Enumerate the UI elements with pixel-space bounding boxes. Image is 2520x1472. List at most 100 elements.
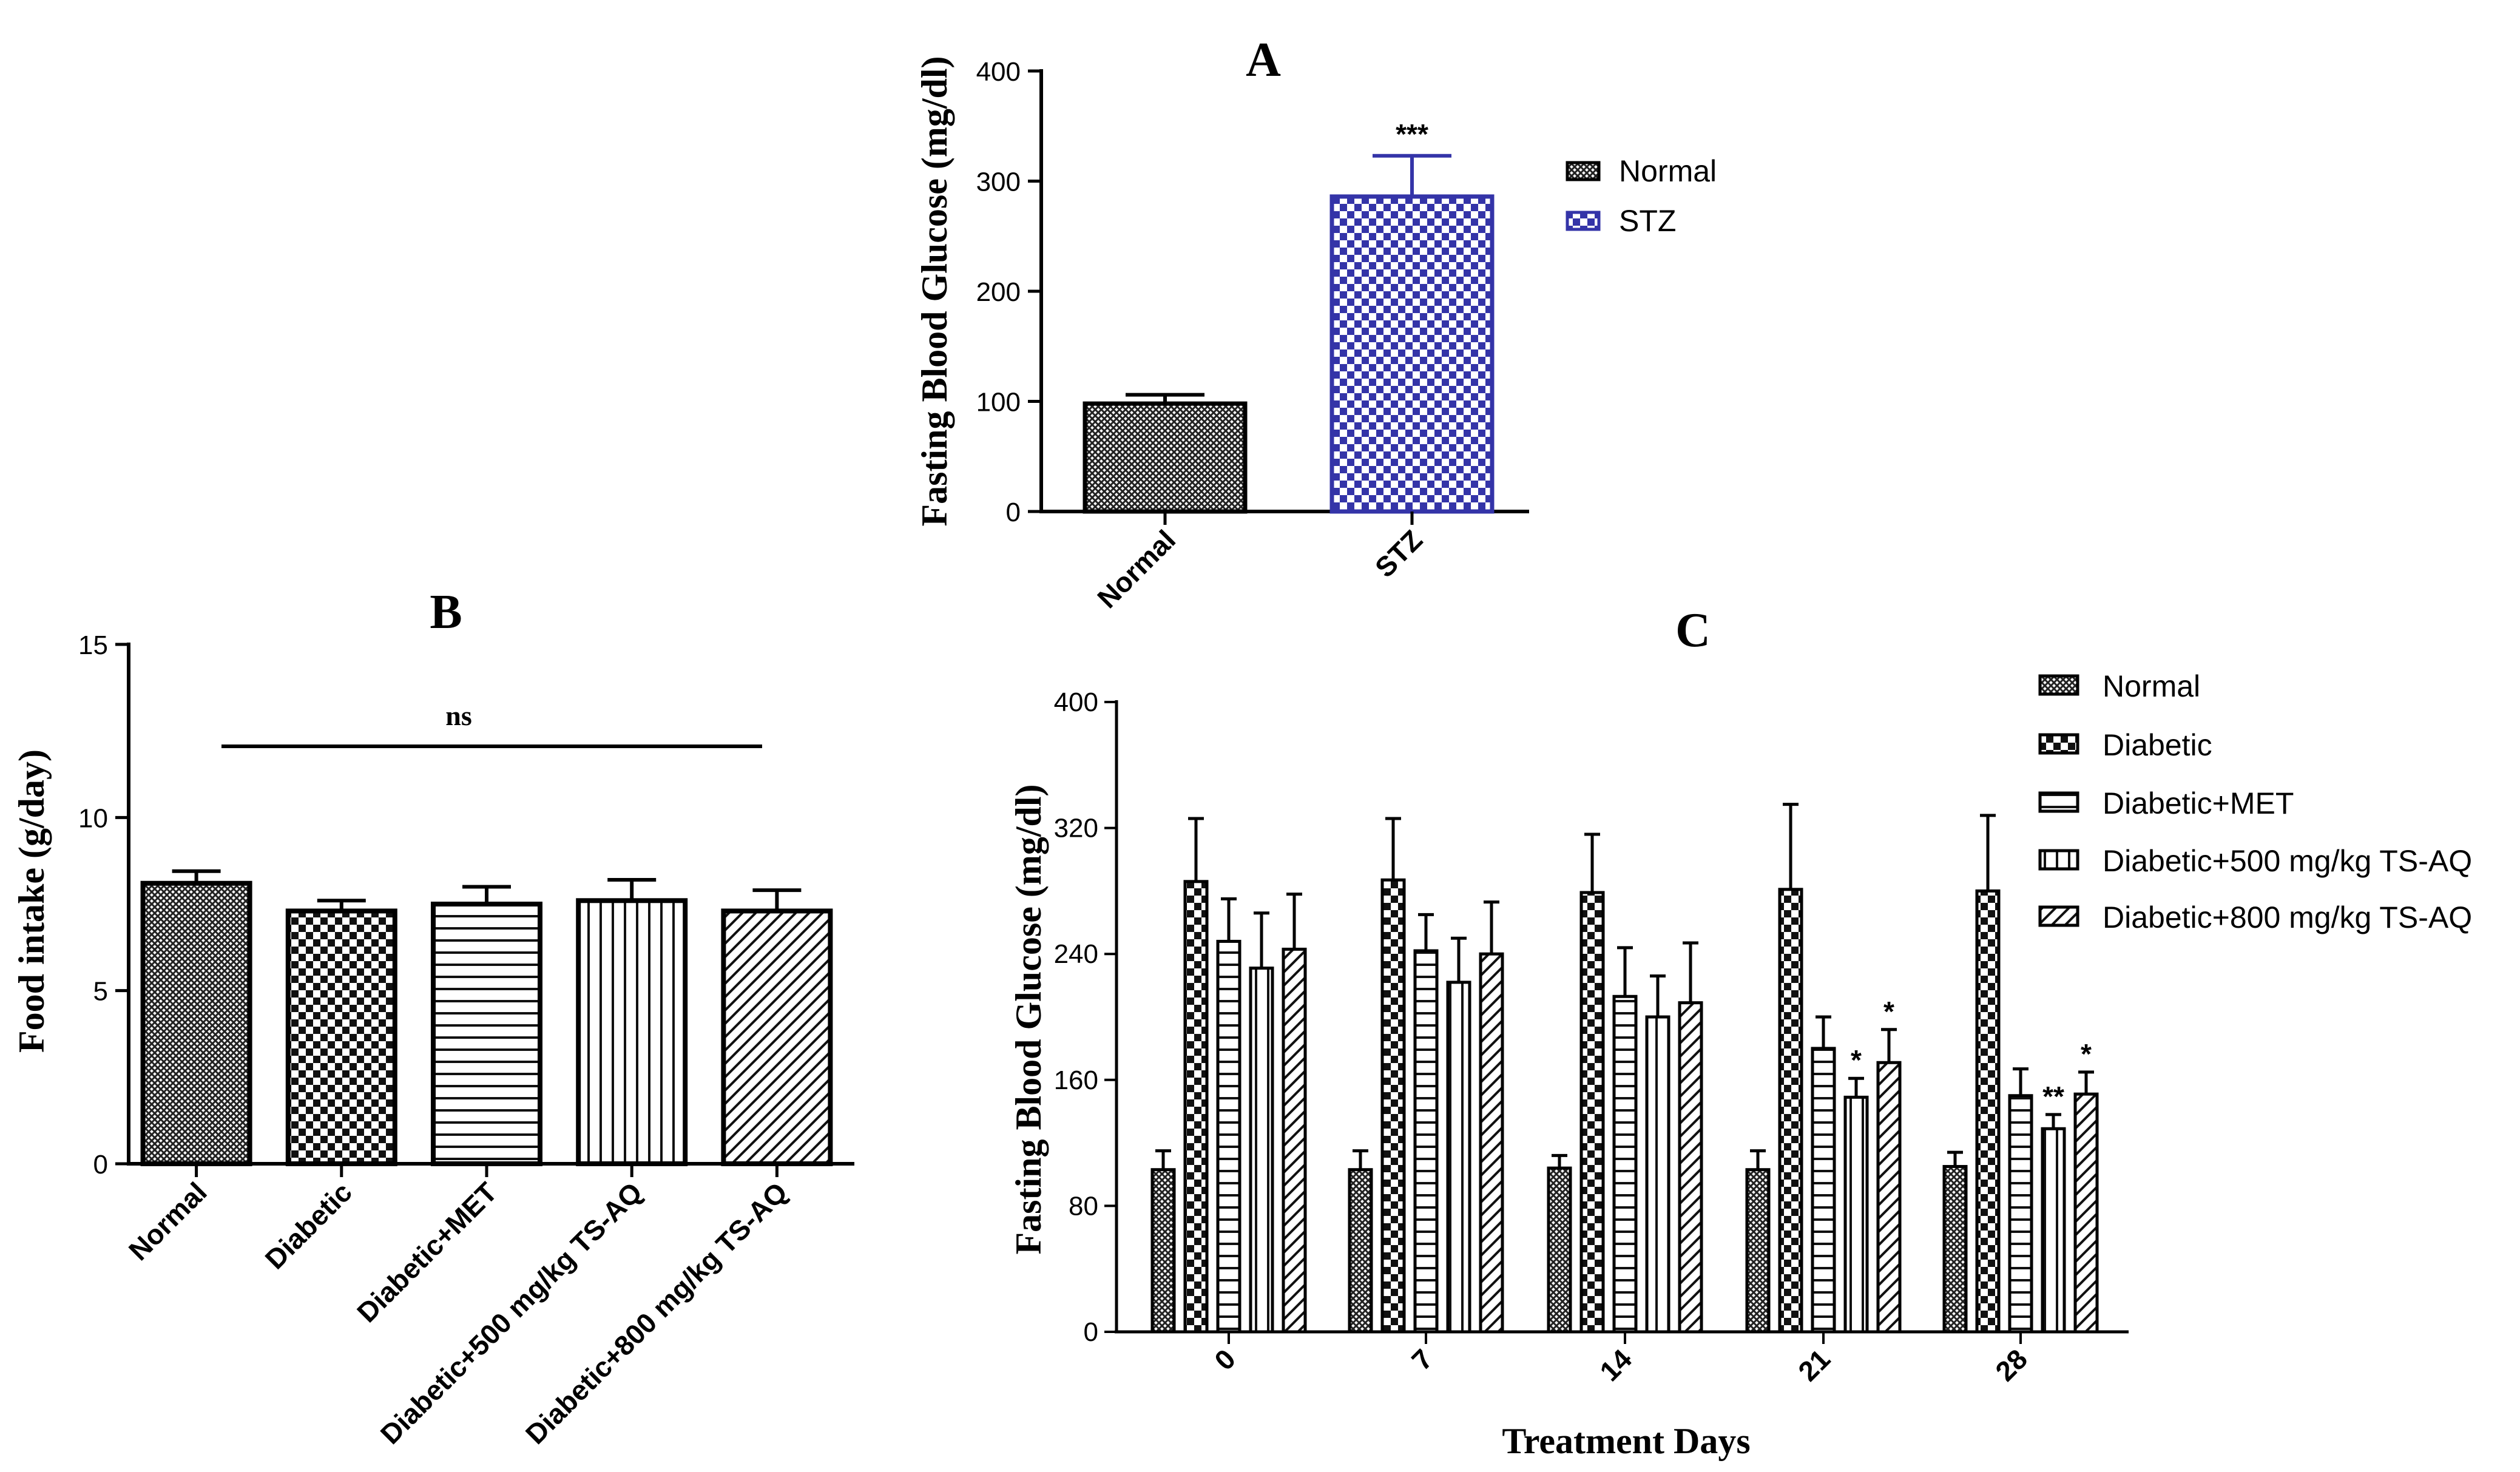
- panel-a-legend-label: Normal: [1619, 154, 1717, 188]
- panel-c-bar-day0-series5: [1282, 947, 1307, 1334]
- panel-b-y-label: Food intake (g/day): [12, 749, 52, 1053]
- panel-c-legend-label: Diabetic+800 mg/kg TS-AQ: [2103, 900, 2472, 934]
- panel-c-bar-day28-series5: [2073, 1092, 2099, 1334]
- panel-b-y-tick-label: 15: [78, 630, 108, 660]
- panel-c-bar-day7-series4-error: [1451, 936, 1467, 982]
- panel-b-bar-3: [431, 902, 542, 1166]
- panel-c-legend-swatch-5: [2038, 905, 2079, 927]
- panel-c-bar-day7-series2: [1380, 878, 1406, 1334]
- panel-c-bar-day7-series1: [1348, 1168, 1373, 1334]
- panel-a-x-label: STZ: [1369, 524, 1428, 583]
- panel-a-bar-stz-error: [1373, 154, 1451, 197]
- panel-c-bar-day28-series1-error: [1947, 1150, 1963, 1167]
- panel-c-legend-swatch-3: [2038, 791, 2079, 813]
- panel-a-significance: ***: [1396, 118, 1428, 150]
- panel-a-y-tick-label: 0: [1006, 498, 1021, 527]
- panel-c-bar-day21-series4: [1843, 1095, 1869, 1334]
- panel-c-x-tick-label: 14: [1593, 1343, 1638, 1387]
- panel-b-title: B: [430, 586, 462, 639]
- panel-c-legend-swatch-4: [2038, 849, 2079, 871]
- panel-c-bar-day7-series5-error: [1484, 900, 1499, 954]
- panel-c-bar-day21-series5-error: [1881, 1028, 1897, 1063]
- panel-c-bar-day7-series5: [1479, 952, 1504, 1334]
- panel-c-bar-day14-series3: [1612, 994, 1638, 1334]
- panel-c-bar-day14-series4-error: [1650, 974, 1666, 1017]
- panel-a-y-label: Fasting Blood Glucose (mg/dl): [914, 56, 954, 526]
- panel-b-bar-5-error: [752, 888, 802, 911]
- panel-c-y-tick-label: 320: [1054, 814, 1098, 843]
- panel-c-bar-day14-series2-error: [1584, 832, 1600, 893]
- panel-c-x-tick-label: 0: [1208, 1343, 1241, 1376]
- panel-c-bar-day21-series4-error: [1848, 1076, 1864, 1098]
- panel-c-legend-label: Diabetic+500 mg/kg TS-AQ: [2103, 844, 2472, 878]
- panel-c-bar-day0-series2-error: [1188, 817, 1204, 882]
- panel-c-significance: *: [1851, 1044, 1862, 1076]
- panel-b-bar-5: [721, 908, 833, 1166]
- panel-c-bar-day0-series1: [1150, 1168, 1176, 1334]
- panel-b-ns-label: ns: [445, 700, 471, 731]
- panel-c-bar-day0-series4-error: [1254, 911, 1269, 968]
- panel-c-bar-day0-series3: [1216, 939, 1241, 1334]
- panel-a-y-tick-label: 400: [976, 57, 1021, 87]
- panel-c-y-tick-label: 80: [1069, 1191, 1098, 1221]
- panel-c-x-tick-label: 21: [1792, 1343, 1836, 1387]
- panel-a-title: A: [1246, 33, 1281, 87]
- panel-a-legend-swatch-normal: [1566, 161, 1601, 181]
- panel-b-x-label: Diabetic+500 mg/kg TS-AQ: [374, 1176, 649, 1450]
- panel-b-x-label: Normal: [123, 1176, 213, 1266]
- panel-c-significance: *: [2081, 1038, 2092, 1070]
- panel-a-x-label: Normal: [1091, 524, 1181, 614]
- panel-c-bar-day14-series3-error: [1617, 946, 1633, 997]
- panel-c-bar-day28-series3: [2008, 1094, 2033, 1334]
- panel-b-bar-4: [576, 898, 688, 1166]
- panel-c-y-tick-label: 240: [1054, 939, 1098, 969]
- panel-a-y-tick-label: 100: [976, 388, 1021, 417]
- panel-c-legend-swatch-2: [2038, 733, 2079, 755]
- panel-c-bar-day0-series1-error: [1155, 1149, 1171, 1170]
- panel-c-y-label: Fasting Blood Glucose (mg/dl): [1008, 784, 1049, 1254]
- panel-c-bar-day0-series5-error: [1286, 893, 1302, 950]
- panel-c-bar-day7-series3: [1413, 949, 1439, 1334]
- panel-a-bar-normal: [1083, 401, 1248, 514]
- panel-c-bar-day7-series3-error: [1418, 913, 1434, 951]
- panel-c-bar-day21-series2: [1778, 888, 1803, 1334]
- panel-c-bar-day14-series5: [1678, 1001, 1703, 1334]
- panel-c-y-tick-label: 400: [1054, 687, 1098, 717]
- panel-c-bar-day21-series3: [1811, 1047, 1836, 1334]
- panel-c-title: C: [1675, 604, 1711, 657]
- panel-a-legend-swatch-stz: [1566, 211, 1601, 231]
- panel-b-y-tick-label: 0: [93, 1150, 108, 1180]
- panel-c-bar-day14-series1-error: [1552, 1153, 1567, 1169]
- panel-c-bar-day28-series1: [1942, 1165, 1968, 1334]
- panel-c-bar-day28-series2: [1975, 889, 2001, 1334]
- panel-c-bar-day28-series2-error: [1980, 814, 1996, 891]
- panel-c-bar-day21-series3-error: [1816, 1015, 1831, 1048]
- panel-c-bar-day14-series1: [1547, 1166, 1572, 1334]
- panel-a-legend-label: STZ: [1619, 204, 1676, 238]
- panel-c-significance: **: [2042, 1081, 2064, 1112]
- panel-b-bar-2: [285, 908, 397, 1166]
- panel-c-bar-day14-series5-error: [1683, 941, 1698, 1003]
- panel-c-bar-day0-series4: [1249, 967, 1274, 1334]
- panel-c-legend-swatch-1: [2038, 674, 2079, 696]
- panel-c-y-tick-label: 160: [1054, 1065, 1098, 1095]
- panel-b-x-label: Diabetic+MET: [351, 1176, 503, 1328]
- panel-c-x-tick-label: 7: [1405, 1343, 1439, 1376]
- panel-c-legend-label: Diabetic+MET: [2103, 786, 2294, 820]
- panel-c-bar-day28-series4-error: [2045, 1113, 2061, 1129]
- panel-c-bar-day0-series2: [1183, 880, 1209, 1334]
- panel-a-y-tick-label: 300: [976, 167, 1021, 197]
- panel-c-bar-day7-series2-error: [1385, 817, 1401, 880]
- panel-a-y-tick-label: 200: [976, 277, 1021, 307]
- panel-c-legend-label: Diabetic: [2103, 728, 2212, 762]
- panel-b-bar-1: [140, 880, 252, 1166]
- panel-c-bar-day21-series1-error: [1750, 1149, 1766, 1170]
- panel-c-bar-day28-series5-error: [2078, 1070, 2094, 1095]
- panel-c-bar-day7-series4: [1446, 981, 1471, 1334]
- panel-c-bar-day28-series4: [2041, 1127, 2066, 1334]
- panel-b-bar-3-error: [462, 885, 511, 904]
- panel-c-significance: *: [1883, 996, 1894, 1027]
- panel-b-x-label: Diabetic: [259, 1176, 358, 1275]
- panel-c-bar-day0-series3-error: [1221, 897, 1237, 942]
